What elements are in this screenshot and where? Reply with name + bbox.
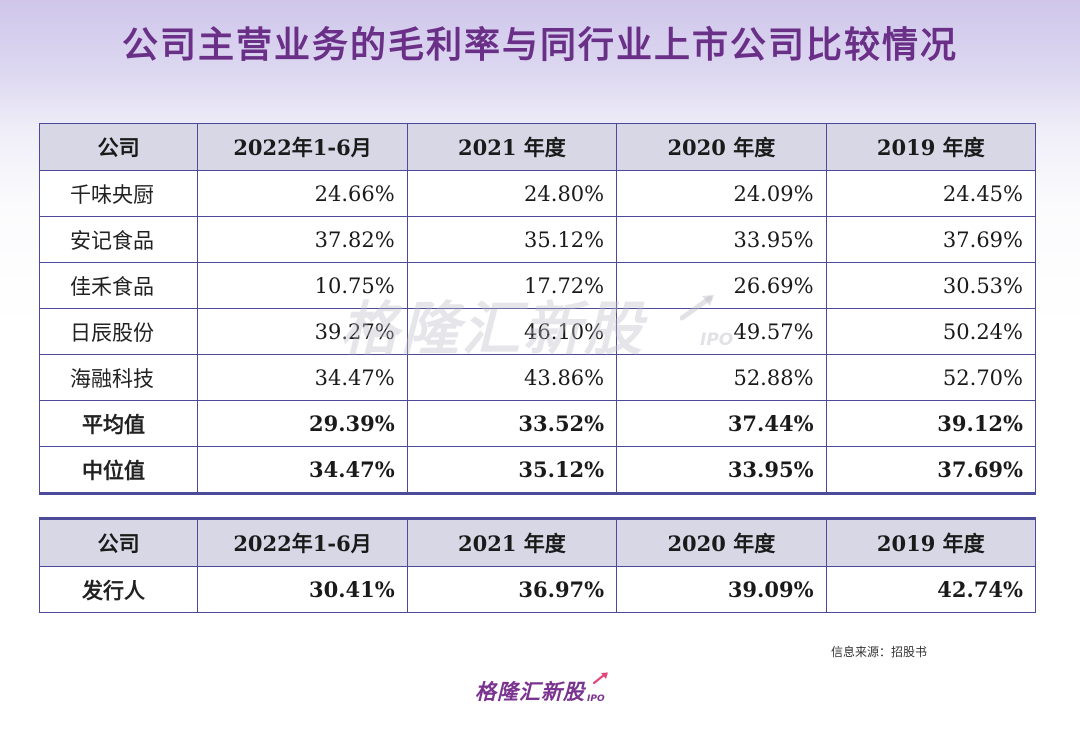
cell-value: 33.52%	[406, 400, 618, 447]
cell-value: 10.75%	[197, 262, 408, 309]
cell-value: 24.09%	[616, 170, 827, 217]
cell-value: 52.70%	[825, 354, 1037, 401]
company-name: 安记食品	[38, 216, 199, 263]
table-row: 海融科技 34.47% 43.86% 52.88% 52.70%	[38, 354, 1037, 401]
cell-value: 24.66%	[197, 170, 408, 217]
cell-value: 39.27%	[197, 308, 408, 355]
cell-value: 43.86%	[406, 354, 618, 401]
cell-value: 33.95%	[616, 216, 827, 263]
cell-value: 37.82%	[197, 216, 408, 263]
cell-value: 39.12%	[825, 400, 1037, 447]
brand-logo: 格隆汇新股 IPO	[475, 672, 608, 706]
cell-value: 24.45%	[825, 170, 1037, 217]
header-company: 公司	[38, 123, 199, 171]
logo-arrow-icon	[593, 672, 608, 684]
cell-value: 46.10%	[406, 308, 618, 355]
header-2020: 2020 年度	[616, 123, 827, 171]
issuer-label: 发行人	[38, 566, 199, 613]
cell-value: 50.24%	[825, 308, 1037, 355]
header-company: 公司	[38, 518, 199, 567]
cell-value: 26.69%	[616, 262, 827, 309]
cell-value: 35.12%	[406, 446, 618, 494]
table-row: 佳禾食品 10.75% 17.72% 26.69% 30.53%	[38, 262, 1037, 309]
source-note: 信息来源：招股书	[831, 645, 928, 659]
cell-value: 35.12%	[406, 216, 618, 263]
cell-value: 49.57%	[616, 308, 827, 355]
median-row: 中位值 34.47% 35.12% 33.95% 37.69%	[38, 446, 1037, 494]
average-label: 平均值	[38, 400, 199, 447]
cell-value: 24.80%	[406, 170, 618, 217]
company-name: 海融科技	[38, 354, 199, 401]
cell-value: 37.69%	[825, 216, 1037, 263]
table-header-row: 公司 2022年1-6月 2021 年度 2020 年度 2019 年度	[38, 123, 1037, 171]
table-row: 安记食品 37.82% 35.12% 33.95% 37.69%	[38, 216, 1037, 263]
cell-value: 17.72%	[406, 262, 618, 309]
cell-value: 29.39%	[197, 400, 408, 447]
header-2021: 2021 年度	[406, 123, 618, 171]
issuer-row: 发行人 30.41% 36.97% 39.09% 42.74%	[38, 566, 1037, 613]
cell-value: 37.69%	[825, 446, 1037, 494]
logo-text: 格隆汇新股	[475, 680, 585, 704]
logo-ipo: IPO	[587, 694, 605, 704]
cell-value: 42.74%	[825, 566, 1037, 613]
table-header-row: 公司 2022年1-6月 2021 年度 2020 年度 2019 年度	[38, 518, 1037, 567]
page-title: 公司主营业务的毛利率与同行业上市公司比较情况	[121, 25, 958, 66]
cell-value: 30.41%	[197, 566, 408, 613]
cell-value: 37.44%	[616, 400, 827, 447]
table-row: 日辰股份 39.27% 46.10% 49.57% 50.24%	[38, 308, 1037, 355]
header-2022h1: 2022年1-6月	[197, 518, 408, 567]
median-label: 中位值	[38, 446, 199, 494]
average-row: 平均值 29.39% 33.52% 37.44% 39.12%	[38, 400, 1037, 447]
header-2019: 2019 年度	[825, 123, 1037, 171]
table-row: 千味央厨 24.66% 24.80% 24.09% 24.45%	[38, 170, 1037, 217]
header-2021: 2021 年度	[406, 518, 618, 567]
header-2019: 2019 年度	[825, 518, 1037, 567]
cell-value: 34.47%	[197, 446, 408, 494]
company-name: 日辰股份	[38, 308, 199, 355]
cell-value: 34.47%	[197, 354, 408, 401]
company-name: 佳禾食品	[38, 262, 199, 309]
gross-margin-comparison-table: 公司 2022年1-6月 2021 年度 2020 年度 2019 年度 千味央…	[38, 123, 1037, 495]
header-2022h1: 2022年1-6月	[197, 123, 408, 171]
cell-value: 36.97%	[406, 566, 618, 613]
issuer-margin-table: 公司 2022年1-6月 2021 年度 2020 年度 2019 年度 发行人…	[38, 517, 1037, 613]
header-2020: 2020 年度	[616, 518, 827, 567]
cell-value: 52.88%	[616, 354, 827, 401]
cell-value: 39.09%	[616, 566, 827, 613]
cell-value: 30.53%	[825, 262, 1037, 309]
company-name: 千味央厨	[38, 170, 199, 217]
cell-value: 33.95%	[616, 446, 827, 494]
